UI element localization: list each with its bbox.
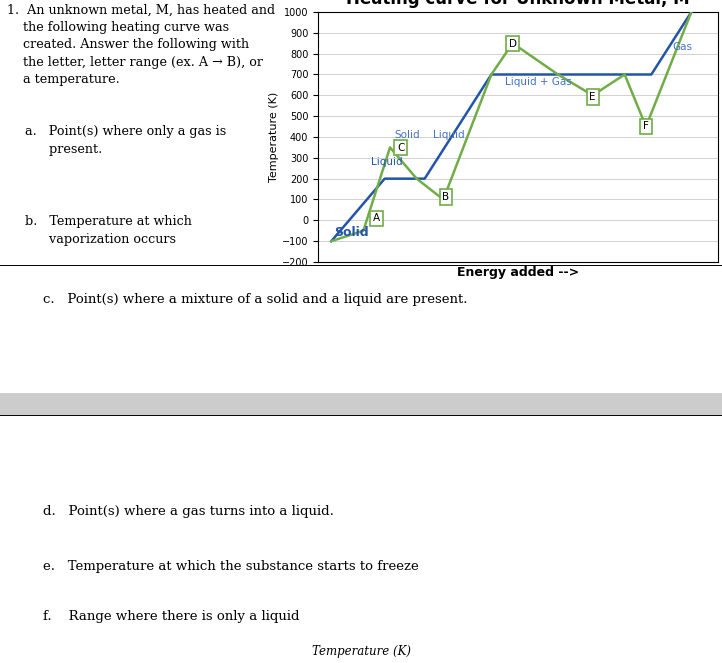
Text: D: D — [509, 38, 517, 48]
Text: 1.  An unknown metal, M, has heated and
    the following heating curve was
    : 1. An unknown metal, M, has heated and t… — [7, 3, 275, 86]
Text: E: E — [589, 92, 596, 102]
Text: Gas: Gas — [673, 42, 692, 52]
Text: b.   Temperature at which
      vaporization occurs: b. Temperature at which vaporization occ… — [25, 215, 192, 246]
Text: Liquid: Liquid — [371, 157, 403, 167]
Text: e.   Temperature at which the substance starts to freeze: e. Temperature at which the substance st… — [43, 560, 419, 573]
Text: Liquid + Gas: Liquid + Gas — [505, 78, 571, 88]
X-axis label: Energy added -->: Energy added --> — [457, 266, 579, 279]
Text: Solid: Solid — [334, 226, 369, 239]
Text: A: A — [373, 213, 380, 223]
Text: F: F — [643, 121, 649, 131]
Text: f.    Range where there is only a liquid: f. Range where there is only a liquid — [43, 610, 300, 623]
Text: d.   Point(s) where a gas turns into a liquid.: d. Point(s) where a gas turns into a liq… — [43, 505, 334, 518]
Text: c.   Point(s) where a mixture of a solid and a liquid are present.: c. Point(s) where a mixture of a solid a… — [43, 292, 468, 306]
Title: Heating curve for Unknown Metal, M: Heating curve for Unknown Metal, M — [346, 0, 690, 8]
Text: Solid: Solid — [394, 130, 419, 140]
Text: a.   Point(s) where only a gas is
      present.: a. Point(s) where only a gas is present. — [25, 125, 227, 156]
Text: Liquid: Liquid — [432, 130, 464, 140]
Y-axis label: Temperature (K): Temperature (K) — [269, 92, 279, 182]
Text: C: C — [397, 143, 404, 153]
Text: B: B — [443, 192, 450, 202]
Text: Temperature (K): Temperature (K) — [311, 645, 411, 658]
